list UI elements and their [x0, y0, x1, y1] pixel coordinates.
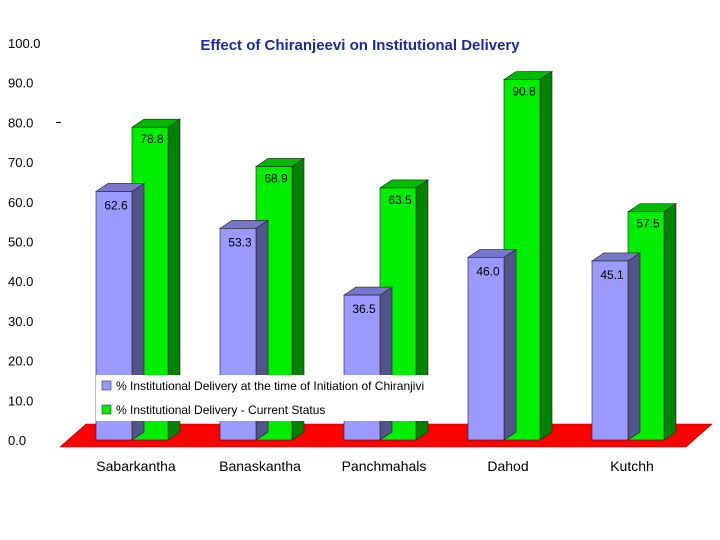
data-label: 90.8 — [512, 85, 536, 99]
bar-chart: Effect of Chiranjeevi on Institutional D… — [0, 0, 720, 540]
y-tick-label: 80.0 — [8, 115, 33, 130]
bar-side — [540, 72, 552, 440]
x-category-label: Sabarkantha — [96, 458, 176, 474]
bar-side — [628, 253, 640, 440]
data-label: 53.3 — [228, 235, 252, 249]
data-label: 45.1 — [600, 268, 624, 282]
x-category-label: Panchmahals — [342, 458, 427, 474]
y-tick-label: 60.0 — [8, 195, 33, 210]
y-tick-label: 100.0 — [8, 36, 41, 51]
data-label: 36.5 — [352, 302, 376, 316]
y-tick-label: 90.0 — [8, 76, 33, 91]
chart-title: Effect of Chiranjeevi on Institutional D… — [200, 37, 520, 54]
y-tick-label: 10.0 — [8, 393, 33, 408]
x-category-label: Dahod — [487, 458, 528, 474]
data-label: 63.5 — [388, 193, 412, 207]
data-label: 57.5 — [636, 217, 660, 231]
data-label: 78.8 — [140, 132, 164, 146]
data-label: 46.0 — [476, 264, 500, 278]
bar-side — [664, 204, 676, 440]
bar-initiation — [592, 261, 628, 440]
y-tick-label: 0.0 — [8, 433, 26, 448]
legend-label-initiation: % Institutional Delivery at the time of … — [116, 379, 424, 393]
data-label: 68.9 — [264, 171, 288, 185]
bar-initiation — [468, 257, 504, 440]
y-tick-label: 70.0 — [8, 155, 33, 170]
legend-swatch-initiation — [102, 381, 111, 390]
y-tick-label: 50.0 — [8, 235, 33, 250]
y-tick-label: 20.0 — [8, 354, 33, 369]
legend-label-current: % Institutional Delivery - Current Statu… — [116, 403, 325, 417]
legend-swatch-current — [102, 405, 111, 414]
y-tick-label: 40.0 — [8, 274, 33, 289]
x-category-label: Kutchh — [610, 458, 654, 474]
chart-root: Effect of Chiranjeevi on Institutional D… — [0, 0, 720, 540]
data-label: 62.6 — [104, 198, 128, 212]
bar-side — [504, 249, 516, 440]
x-category-label: Banaskantha — [219, 458, 301, 474]
y-tick-label: 30.0 — [8, 314, 33, 329]
